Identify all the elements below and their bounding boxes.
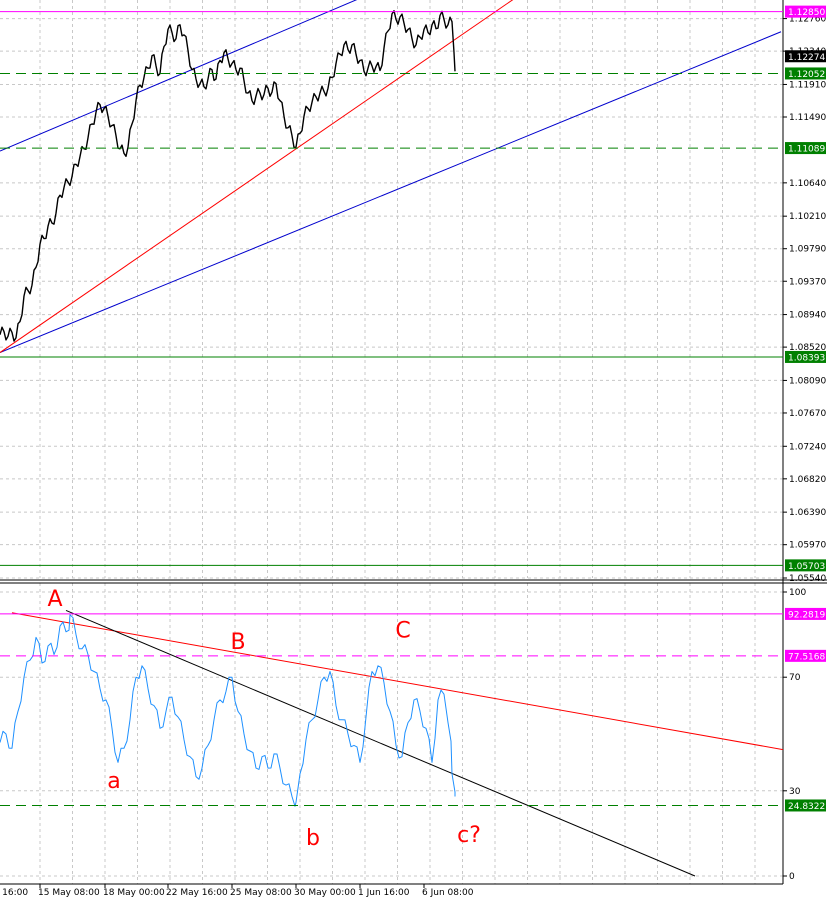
price-level-label: 1.08393 [788,353,825,363]
price-y-tick-label: 1.08520 [789,343,826,353]
wave-label: A [47,587,62,612]
price-level-badge [785,350,826,363]
price-level-badge [785,5,826,18]
price-y-tick-label: 1.05970 [789,541,826,551]
price-y-tick-label: 1.05540 [789,574,826,584]
price-y-tick-label: 1.09370 [789,277,826,287]
osc-trendline [11,612,783,751]
x-tick-label: 18 May 00:00 [103,888,165,897]
price-y-tick-label: 1.09790 [789,245,826,255]
osc-level-label: 77.5168 [788,652,825,662]
osc-level-label: 24.8322 [788,802,825,812]
price-series-line [0,10,456,342]
wave-label: b [306,826,320,851]
wave-label: a [107,769,120,794]
price-level-badge [785,67,826,80]
x-tick-label: 30 May 00:00 [294,888,356,897]
price-y-tick-label: 1.10210 [789,212,826,222]
wave-label: B [230,630,245,655]
price-y-tick-label: 1.07670 [789,409,826,419]
price-trendline [0,0,514,353]
osc-y-tick-label: 70 [789,673,801,683]
wave-label: c? [457,823,481,848]
osc-level-label: 92.2819 [788,610,825,620]
price-y-tick-label: 1.12760 [789,15,826,25]
price-plot-area [0,0,782,353]
x-tick-label: y 16:00 [0,888,28,897]
price-level-label: 1.05703 [788,562,825,572]
price-y-tick-label: 1.11490 [789,113,826,123]
osc-trendline [65,609,696,877]
price-y-tick-label: 1.06820 [789,475,826,485]
price-level-badge [785,50,826,63]
price-trendline [0,31,782,353]
osc-plot-area [0,609,783,877]
wave-label: C [395,618,410,643]
x-tick-label: 22 May 16:00 [166,888,228,897]
x-tick-label: 1 Jun 16:00 [358,888,410,897]
osc-series-line [0,614,456,807]
price-y-tick-label: 1.06390 [789,508,826,518]
price-y-tick-label: 1.07240 [789,442,826,452]
price-level-label: 1.12274 [788,53,825,63]
price-level-badge [785,142,826,155]
price-y-tick-label: 1.10640 [789,179,826,189]
price-level-label: 1.12850 [788,8,825,18]
x-tick-label: 15 May 08:00 [38,888,100,897]
osc-level-badge [785,649,826,662]
osc-y-tick-label: 30 [789,787,801,797]
price-level-badge [785,559,826,572]
osc-level-badge [785,799,826,812]
osc-y-tick-label: 0 [789,872,795,882]
price-y-tick-label: 1.08940 [789,311,826,321]
osc-level-badge [785,607,826,620]
price-level-label: 1.12052 [788,70,825,80]
price-y-tick-label: 1.08090 [789,376,826,386]
x-tick-label: 6 Jun 08:00 [422,888,474,897]
x-tick-label: 25 May 08:00 [230,888,292,897]
price-level-label: 1.11089 [788,145,825,155]
osc-y-tick-label: 100 [789,588,806,598]
price-trendline [0,0,358,152]
price-y-tick-label: 1.11910 [789,80,826,90]
